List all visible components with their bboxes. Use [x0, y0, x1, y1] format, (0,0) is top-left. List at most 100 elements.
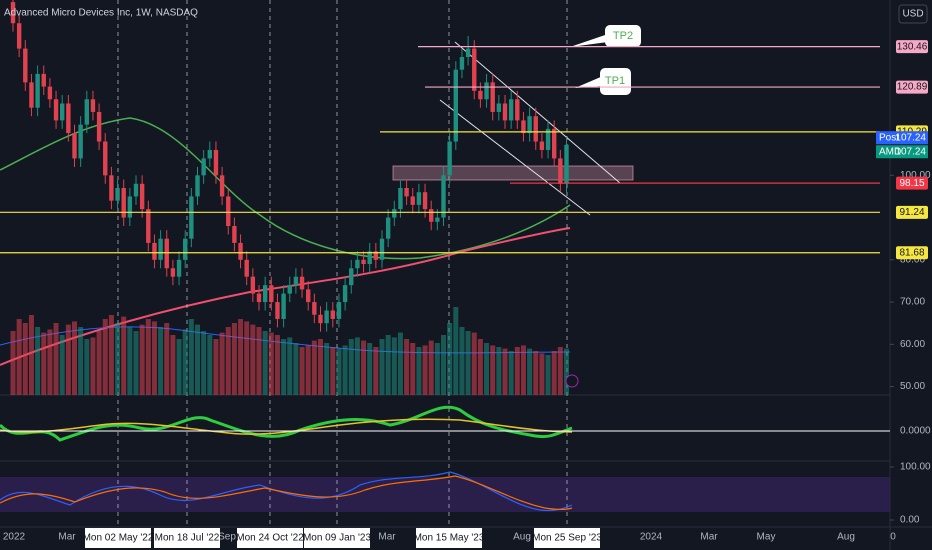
date-tag — [416, 528, 482, 548]
volume-bar — [527, 348, 533, 395]
currency: USD — [902, 9, 923, 20]
volume-bar — [410, 343, 416, 395]
candle-body — [195, 175, 200, 197]
volume-bar — [422, 345, 428, 395]
x-tick-label: Mar — [378, 532, 396, 543]
volume-bar — [447, 323, 453, 395]
candle-body — [293, 276, 299, 286]
volume-bar — [514, 347, 520, 395]
volume-bar — [72, 321, 77, 395]
candle-body — [262, 285, 268, 303]
post-price: 107.24 — [895, 132, 926, 143]
candle-body — [441, 175, 446, 218]
date-label: Mon 15 May '23 — [414, 533, 485, 544]
volume-bar — [490, 345, 496, 395]
candle-body — [490, 82, 495, 112]
volume-bar — [361, 340, 367, 395]
level-tag — [896, 246, 928, 260]
volume-bar — [428, 340, 434, 395]
candle-body — [16, 23, 22, 49]
y-tick-label: 50.00 — [900, 381, 925, 392]
level-tag — [896, 40, 928, 54]
volume-bar — [477, 339, 483, 395]
volume-bar — [262, 331, 268, 395]
volume-bar — [250, 324, 256, 395]
candle-body — [29, 82, 34, 108]
volume-bar — [170, 335, 176, 395]
candle-body — [496, 103, 502, 112]
volume-bar — [47, 329, 53, 395]
post-tag — [876, 131, 928, 145]
candle-body — [275, 302, 280, 319]
candle-body — [330, 310, 335, 319]
stoch-tick-label: 0.00 — [900, 515, 920, 526]
candle-body — [410, 196, 415, 205]
volume-bar — [287, 337, 293, 395]
volume-bar — [84, 339, 90, 395]
candle-body — [336, 302, 342, 319]
x-tick-label: Mar — [58, 532, 76, 543]
candle-body — [164, 238, 169, 269]
callout — [605, 25, 641, 47]
volume-bar — [367, 343, 373, 395]
candle-body — [250, 276, 256, 294]
volume-bar — [35, 327, 41, 395]
candle-body — [244, 259, 249, 277]
x-tick-label: 0 — [890, 532, 896, 543]
x-tick-label: 2024 — [640, 532, 663, 543]
level-tag — [896, 80, 928, 94]
candle-body — [84, 99, 89, 125]
volume-bar — [158, 327, 164, 395]
candle-body — [299, 276, 305, 290]
volume-bar — [139, 324, 145, 395]
candle-body — [527, 116, 532, 134]
ma-line — [0, 227, 571, 366]
candle-body — [515, 99, 520, 121]
volume-bar — [121, 316, 127, 395]
volume-bar — [373, 347, 379, 395]
target-label: TP2 — [613, 30, 633, 42]
candle-body — [207, 149, 212, 159]
candle-body — [72, 133, 77, 159]
date-label: Mon 09 Jan '23 — [303, 533, 372, 544]
event-icon[interactable] — [565, 374, 579, 388]
candle-body — [416, 192, 422, 205]
x-tick-label: Sep — [218, 532, 236, 543]
target-label: TP1 — [605, 75, 625, 87]
level-label: 91.24 — [899, 207, 924, 218]
candle-body — [545, 128, 551, 150]
volume-bar — [416, 347, 422, 395]
volume-bar — [102, 319, 108, 395]
volume-bar — [434, 343, 440, 395]
candle-body — [256, 293, 262, 303]
candle-body — [459, 57, 465, 70]
x-tick-label: 2022 — [3, 532, 26, 543]
candle-body — [422, 192, 428, 210]
volume-bar — [281, 339, 287, 395]
y-tick-label: 100.00 — [900, 170, 931, 181]
date-tag — [237, 528, 303, 548]
volume-bar — [108, 315, 114, 395]
candle-body — [404, 187, 409, 197]
volume-bar — [16, 319, 22, 395]
level-tag — [896, 176, 928, 190]
candle-body — [453, 69, 458, 142]
candle-body — [312, 302, 317, 315]
candle-body — [447, 141, 452, 176]
macd-line — [0, 405, 573, 442]
volume-bar — [330, 347, 336, 395]
macd-tick-label: 0.0000 — [900, 426, 931, 437]
candle-body — [306, 289, 311, 303]
y-tick-label: 80.00 — [900, 254, 925, 265]
candle-body — [201, 158, 206, 176]
date-tag — [154, 528, 220, 548]
candle-body — [10, 2, 16, 24]
level-tag — [896, 205, 928, 219]
candle-body — [508, 99, 514, 121]
volume-bar — [225, 327, 231, 395]
volume-bar — [201, 331, 207, 395]
x-tick-label: Aug — [513, 532, 531, 543]
volume-bar — [520, 345, 526, 395]
